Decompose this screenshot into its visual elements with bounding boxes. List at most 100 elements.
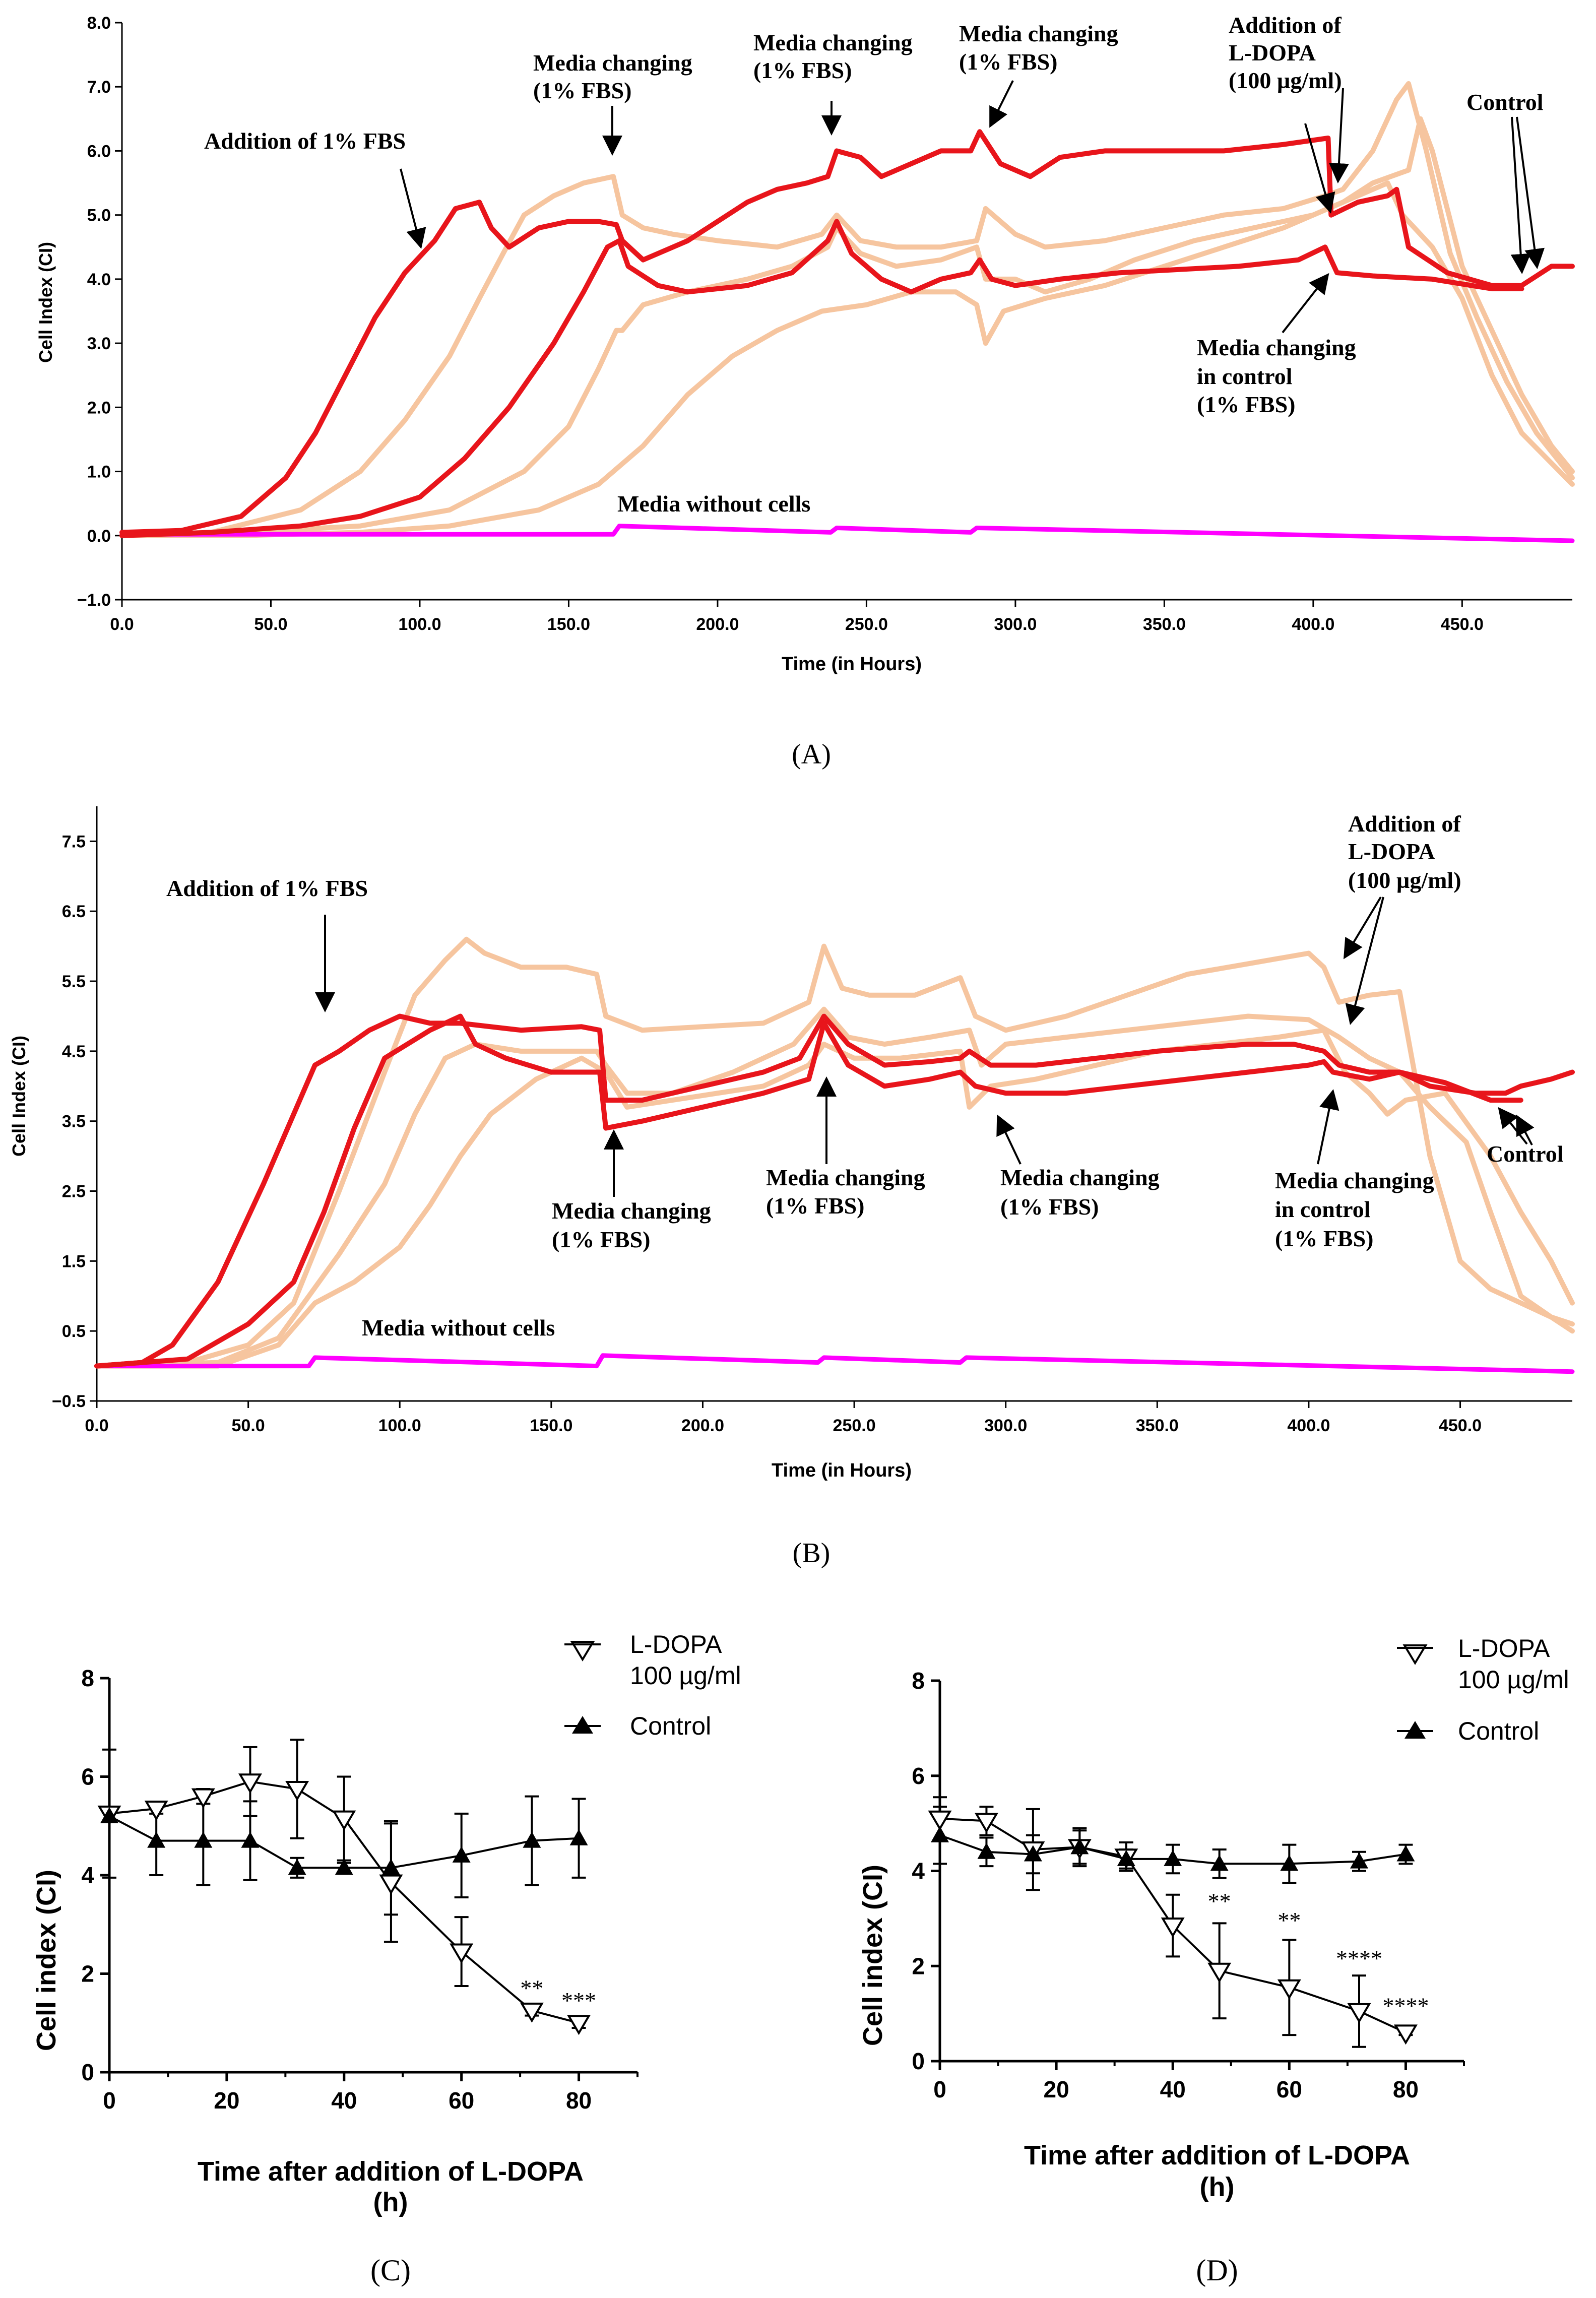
y-tick-label: 4.0 xyxy=(87,270,111,289)
panel-b-annotation-ldopa-line3: (100 µg/ml) xyxy=(1348,867,1461,893)
panel-a-arrow xyxy=(1510,116,1531,274)
panel-b-annotation-mcc-line3: (1% FBS) xyxy=(1275,1226,1374,1251)
data-point-ldopa xyxy=(1277,1979,1301,2000)
legend-filled-triangle-icon xyxy=(572,1716,593,1734)
data-point-control xyxy=(1070,1838,1089,1855)
panel-d-legend-ldopa: L-DOPA xyxy=(1458,1634,1550,1663)
x-tick-label: 0 xyxy=(933,2076,946,2102)
panel-c-series: ** *** xyxy=(97,1739,596,2035)
x-tick-label: 250.0 xyxy=(833,1416,876,1435)
panel-b-annotation-mc2-line1: Media changing xyxy=(766,1165,925,1190)
panel-a-x-axis-label: Time (in Hours) xyxy=(782,654,922,675)
panel-a-arrow xyxy=(1304,123,1335,214)
panel-b-annotation-ldopa-line1: Addition of xyxy=(1348,811,1461,837)
x-tick-label: 0.0 xyxy=(110,615,134,634)
x-tick-label: 60 xyxy=(1276,2076,1302,2102)
significance-marker: *** xyxy=(561,1988,596,2013)
panel-b-annotation-mc2-line2: (1% FBS) xyxy=(766,1193,865,1219)
panel-b-annotation-mc1-line1: Media changing xyxy=(552,1198,711,1224)
panel-b-annotation-fbs: Addition of 1% FBS xyxy=(166,875,368,901)
data-point-ldopa xyxy=(928,1810,952,1831)
panel-b-arrow xyxy=(1343,896,1382,960)
panel-b-arrow xyxy=(1516,1114,1535,1145)
panel-a-annotation-mc1-line2: (1% FBS) xyxy=(533,78,632,103)
x-tick-label: 300.0 xyxy=(994,615,1037,634)
x-tick-label: 400.0 xyxy=(1287,1416,1330,1435)
panel-b-annotation-media: Media without cells xyxy=(362,1315,555,1340)
series-line-ldopa xyxy=(109,1780,580,2024)
panel-a-annotation-ldopa-line1: Addition of xyxy=(1229,12,1342,38)
panel-b-annotation-mc3-line1: Media changing xyxy=(1000,1165,1160,1190)
y-tick-label: 6 xyxy=(81,1764,94,1790)
y-tick-label: 0.0 xyxy=(87,527,111,546)
panel-d-y-axis-label: Cell index (CI) xyxy=(858,1865,888,2046)
x-tick-label: 450.0 xyxy=(1441,615,1484,634)
y-tick-label: 3.5 xyxy=(62,1112,86,1131)
panel-b-annotation-mc1-line2: (1% FBS) xyxy=(552,1227,651,1252)
data-point-ldopa xyxy=(332,1810,356,1831)
data-point-ldopa xyxy=(1393,2024,1418,2045)
series-line-media-without-cells xyxy=(94,1353,1575,1374)
data-point-ldopa xyxy=(1161,1918,1185,1938)
legend-open-triangle-icon xyxy=(1402,1644,1428,1665)
series-line-red-2 xyxy=(119,219,1524,538)
y-tick-label: 4 xyxy=(81,1862,94,1888)
significance-marker: **** xyxy=(1336,1945,1382,1971)
x-tick-label: 20 xyxy=(1044,2076,1069,2102)
panel-c-legend: L-DOPA 100 µg/ml Control xyxy=(564,1630,741,1740)
panel-b-annotation-mc3-line2: (1% FBS) xyxy=(1000,1194,1099,1220)
panel-d-axes: 0 20 40 60 80 0 2 4 6 8 xyxy=(912,1668,1465,2102)
x-tick-label: 250.0 xyxy=(845,615,888,634)
panel-d-legend: L-DOPA 100 µg/ml Control xyxy=(1397,1634,1569,1745)
y-tick-label: −1.0 xyxy=(77,591,111,610)
panel-b-annotation-mcc-line1: Media changing xyxy=(1275,1168,1434,1193)
panel-b: 0.0 50.0 100.0 150.0 200.0 250.0 300.0 350.0 400… xyxy=(9,806,1575,1569)
panel-b-arrow xyxy=(1317,1089,1339,1165)
x-tick-label: 40 xyxy=(1160,2076,1186,2102)
data-point-control xyxy=(194,1831,213,1848)
panel-c-label: (C) xyxy=(370,2254,411,2287)
data-point-control xyxy=(452,1846,471,1863)
y-tick-label: 6 xyxy=(912,1763,925,1789)
panel-c-axes: 0 20 40 60 80 0 2 4 6 8 xyxy=(81,1665,639,2114)
panel-a-arrow xyxy=(1516,116,1545,269)
data-point-ldopa xyxy=(238,1773,262,1794)
y-tick-label: 2 xyxy=(81,1961,94,1987)
x-tick-label: 150.0 xyxy=(530,1416,572,1435)
panel-a-arrow xyxy=(989,80,1014,128)
y-tick-label: 4 xyxy=(912,1858,925,1884)
panel-b-y-axis-label: Cell Index (CI) xyxy=(9,1036,29,1157)
y-tick-label: 5.5 xyxy=(62,972,86,991)
x-tick-label: 200.0 xyxy=(696,615,739,634)
significance-marker: ** xyxy=(1208,1888,1231,1914)
y-tick-label: 2.0 xyxy=(87,398,111,417)
y-tick-label: 4.5 xyxy=(62,1042,86,1061)
series-line-peach-2 xyxy=(119,116,1575,538)
series-line-red-1 xyxy=(119,129,1575,535)
data-point-control xyxy=(288,1859,306,1875)
data-point-ldopa xyxy=(191,1788,215,1809)
panel-a-annotation-mcc-line2: in control xyxy=(1197,363,1293,389)
panel-a-annotation-ldopa-line3: (100 µg/ml) xyxy=(1229,68,1342,93)
series-line-media-without-cells xyxy=(119,524,1575,543)
x-tick-label: 50.0 xyxy=(254,615,287,634)
series-line-ldopa xyxy=(939,1817,1407,2034)
x-tick-label: 100.0 xyxy=(398,615,441,634)
y-tick-label: 8.0 xyxy=(87,14,111,33)
data-point-ldopa xyxy=(1347,2003,1371,2023)
panel-a-annotation-mcc-line1: Media changing xyxy=(1197,335,1356,360)
x-tick-label: 350.0 xyxy=(1136,1416,1179,1435)
panel-d-x-axis-label: Time after addition of L-DOPA xyxy=(1024,2140,1410,2171)
panel-a-annotation-fbs: Addition of 1% FBS xyxy=(204,128,406,154)
panel-b-arrow xyxy=(1345,897,1384,1025)
data-point-control xyxy=(1350,1852,1368,1869)
panel-b-arrow xyxy=(996,1114,1022,1165)
panel-d-x-axis-label-unit: (h) xyxy=(1200,2172,1235,2202)
panel-b-axes: 0.0 50.0 100.0 150.0 200.0 250.0 300.0 350.0 400… xyxy=(52,806,1572,1435)
data-point-control xyxy=(977,1842,996,1859)
data-point-control xyxy=(931,1826,949,1842)
panel-d-legend-control: Control xyxy=(1458,1717,1539,1745)
